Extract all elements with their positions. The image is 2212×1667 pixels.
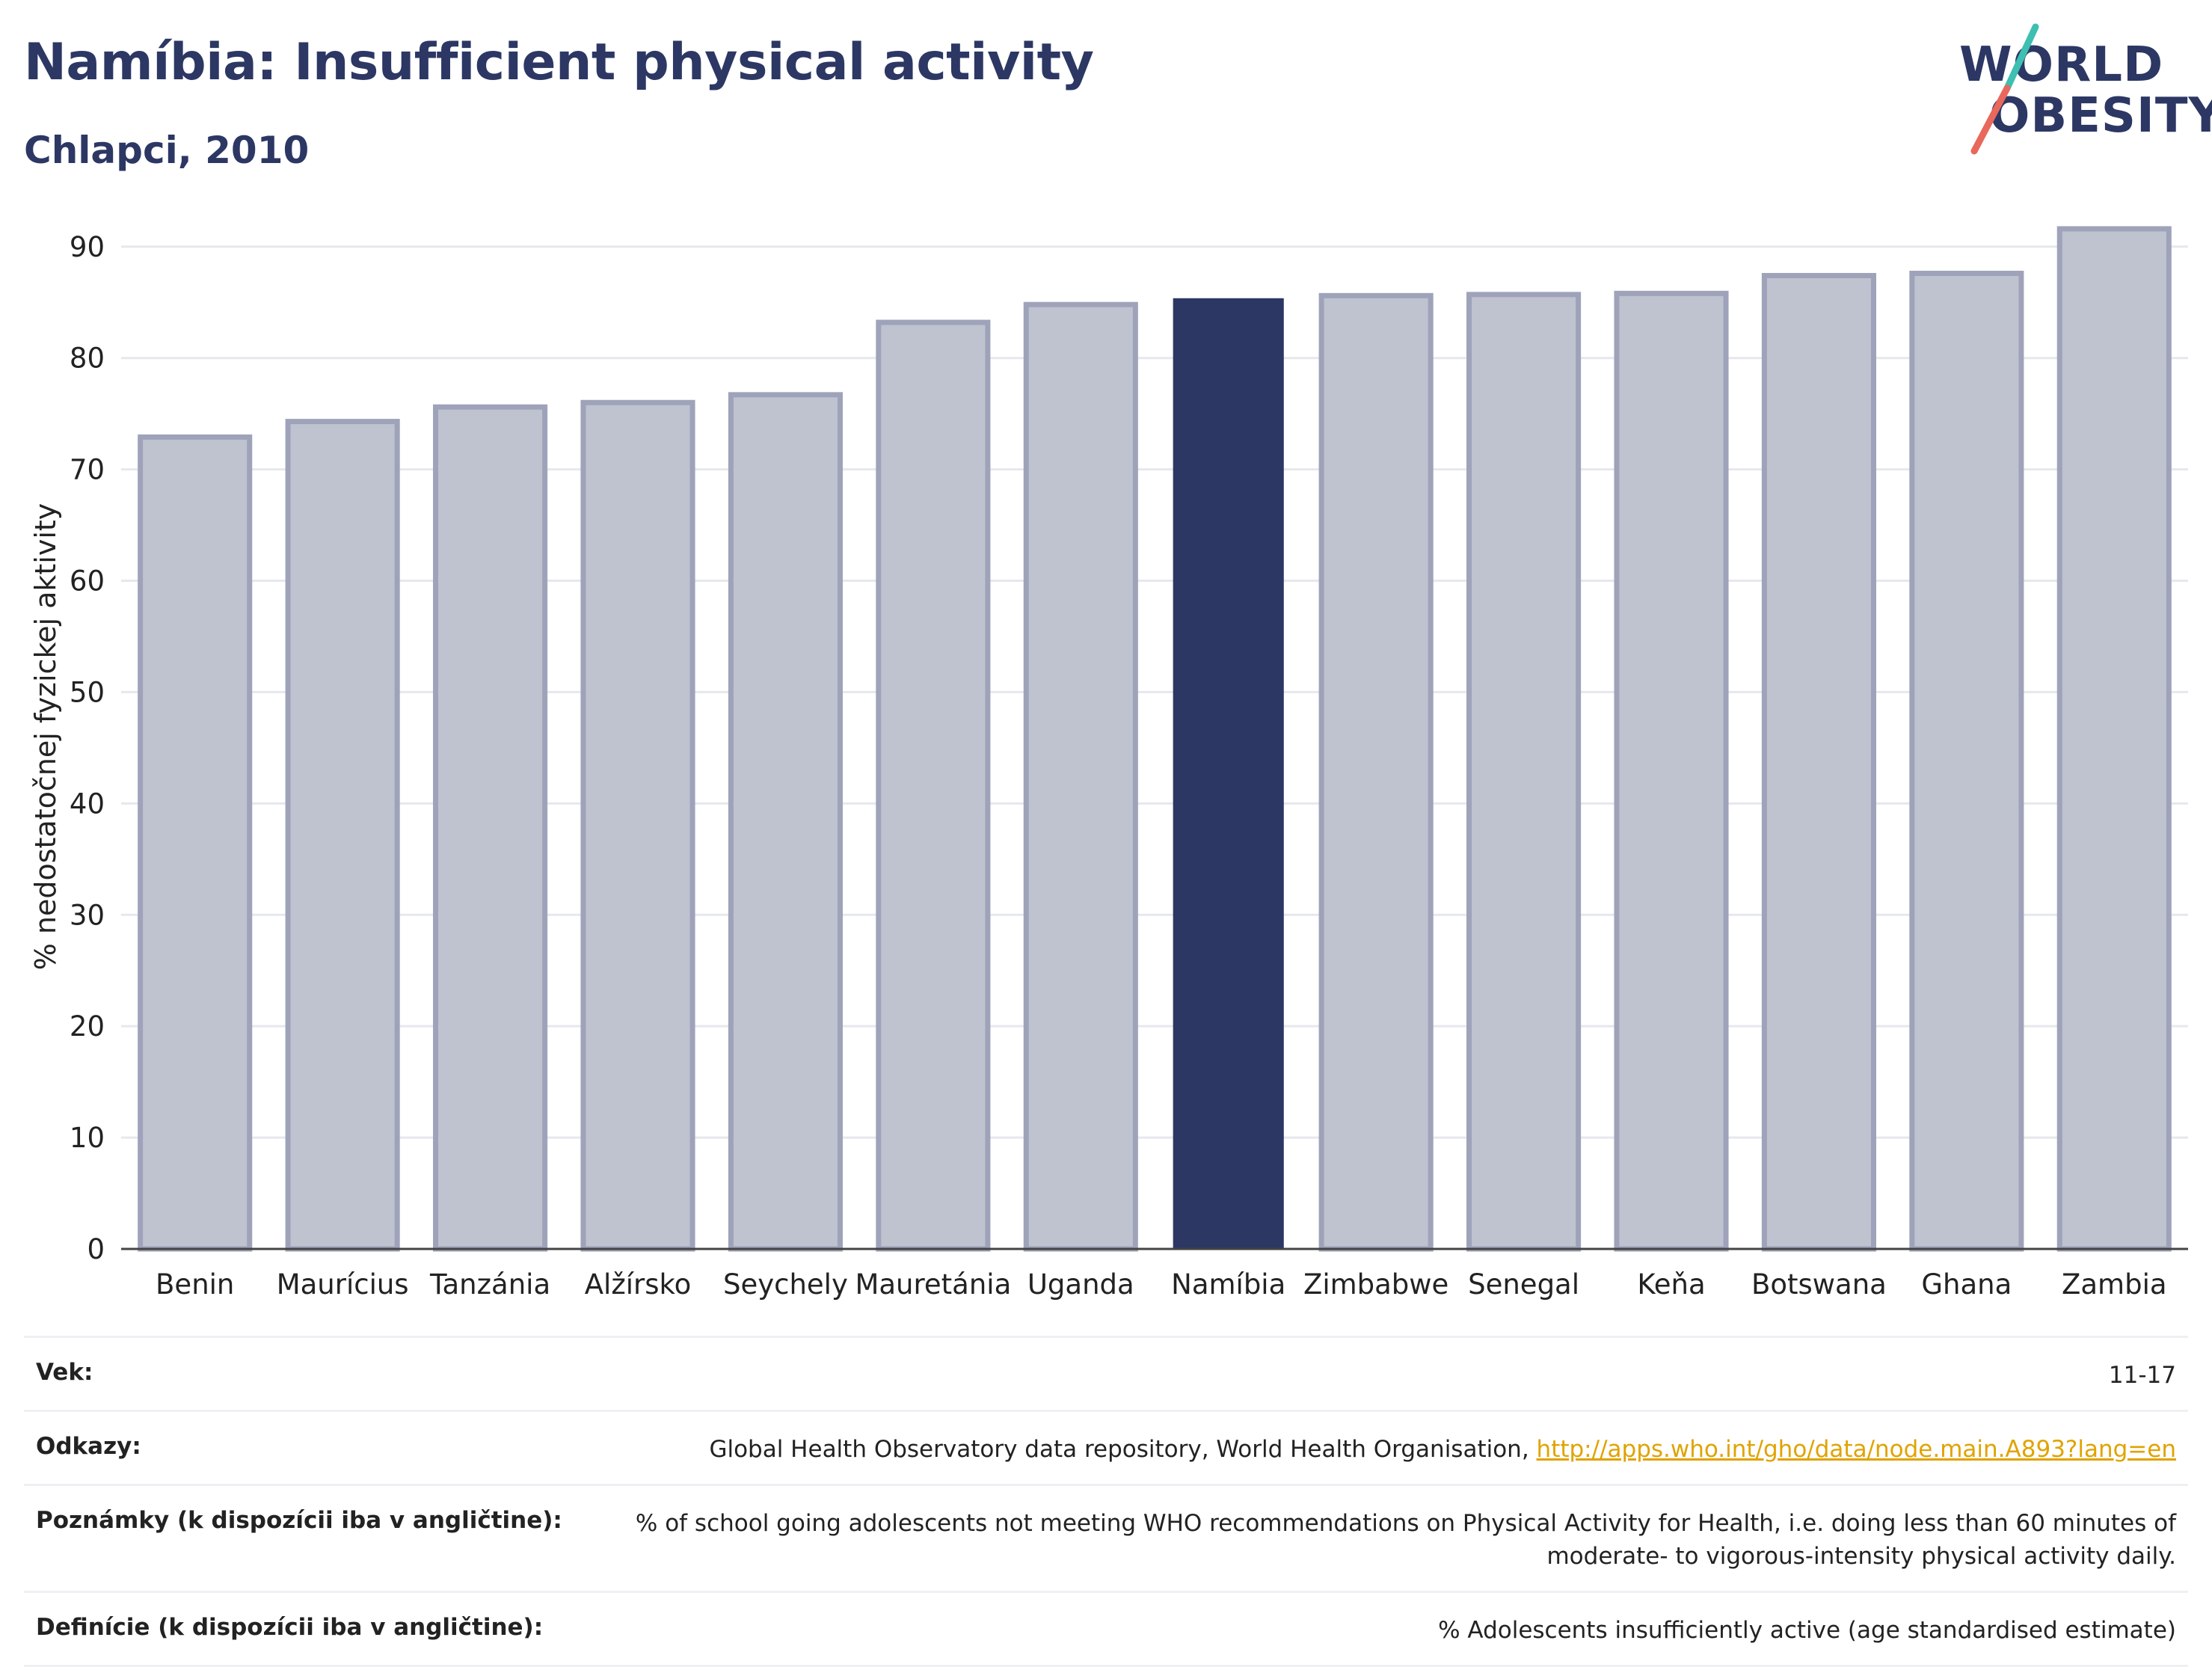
meta-row-notes: Poznámky (k dispozícii iba v angličtine)… bbox=[24, 1484, 2188, 1591]
bar-senegal bbox=[1466, 292, 1582, 1252]
bar-zimbabwe bbox=[1318, 292, 1434, 1252]
y-tick-label: 40 bbox=[70, 788, 105, 820]
meta-row-definitions: Definície (k dispozícii iba v angličtine… bbox=[24, 1591, 2188, 1667]
x-tick-label: Keňa bbox=[1637, 1268, 1705, 1301]
x-tick-label: Tanzánia bbox=[429, 1268, 550, 1301]
meta-references-link[interactable]: http://apps.who.int/gho/data/node.main.A… bbox=[1536, 1436, 2176, 1463]
y-tick-label: 10 bbox=[70, 1122, 105, 1154]
bars bbox=[138, 226, 2172, 1252]
meta-age-label: Vek: bbox=[36, 1359, 93, 1386]
x-tick-label: Namíbia bbox=[1171, 1268, 1285, 1301]
y-tick-label: 30 bbox=[70, 899, 105, 931]
bar-botswana bbox=[1761, 273, 1876, 1252]
meta-row-references: Odkazy: Global Health Observatory data r… bbox=[24, 1410, 2188, 1484]
chart-subtitle: Chlapci, 2010 bbox=[24, 129, 310, 172]
meta-references-value: Global Health Observatory data repositor… bbox=[709, 1433, 2176, 1466]
bar-seychely bbox=[728, 392, 843, 1252]
x-tick-label: Zimbabwe bbox=[1303, 1268, 1448, 1301]
y-tick-label: 20 bbox=[70, 1010, 105, 1043]
bar-zambia bbox=[2056, 226, 2172, 1252]
x-tick-label: Uganda bbox=[1027, 1268, 1134, 1301]
y-tick-label: 90 bbox=[70, 231, 105, 263]
bar-benin bbox=[138, 434, 253, 1252]
bar-uganda bbox=[1023, 301, 1138, 1252]
logo-slash-icon bbox=[1970, 23, 2039, 155]
meta-row-age: Vek: 11-17 bbox=[24, 1336, 2188, 1410]
meta-age-value: 11-17 bbox=[2108, 1362, 2176, 1389]
meta-definitions-value: % Adolescents insufficiently active (age… bbox=[1438, 1617, 2176, 1644]
x-tick-label: Botswana bbox=[1751, 1268, 1887, 1301]
x-tick-label: Ghana bbox=[1921, 1268, 2012, 1301]
logo-text-line1: WORLD bbox=[1959, 37, 2164, 93]
meta-notes-label: Poznámky (k dispozícii iba v angličtine)… bbox=[36, 1507, 562, 1534]
meta-definitions-label: Definície (k dispozícii iba v angličtine… bbox=[36, 1614, 544, 1641]
logo-text-line2: OBESITY bbox=[1989, 88, 2212, 144]
metadata-table: Vek: 11-17 Odkazy: Global Health Observa… bbox=[24, 1336, 2188, 1667]
x-tick-label: Mauretánia bbox=[855, 1268, 1011, 1301]
x-tick-label: Alžírsko bbox=[585, 1268, 692, 1301]
bar-maurícius bbox=[285, 419, 400, 1252]
y-axis-ticks: 0 10 20 30 40 50 60 70 80 90 bbox=[70, 231, 105, 1265]
y-tick-label: 70 bbox=[70, 454, 105, 486]
x-tick-label: Benin bbox=[156, 1268, 234, 1301]
world-obesity-logo: WORLD OBESITY bbox=[1944, 22, 2212, 157]
meta-notes-value: % of school going adolescents not meetin… bbox=[635, 1510, 2176, 1570]
meta-references-text: Global Health Observatory data repositor… bbox=[709, 1436, 1537, 1463]
y-tick-label: 50 bbox=[70, 676, 105, 708]
bar-chart: 0 10 20 30 40 50 60 70 80 90 Benin Maurícius Tanzán… bbox=[29, 226, 2188, 1301]
x-tick-label: Seychely bbox=[723, 1268, 848, 1301]
meta-references-label: Odkazy: bbox=[36, 1433, 141, 1460]
bar-namíbia bbox=[1173, 298, 1284, 1250]
grid-lines bbox=[121, 245, 2188, 1139]
y-tick-label: 0 bbox=[87, 1233, 105, 1265]
chart-title: Namíbia: Insufficient physical activity bbox=[24, 33, 1094, 92]
bar-alžírsko bbox=[580, 399, 695, 1252]
y-tick-label: 60 bbox=[70, 565, 105, 598]
x-tick-label: Maurícius bbox=[277, 1268, 409, 1301]
bar-keňa bbox=[1614, 290, 1729, 1252]
y-axis-label: % nedostatočnej fyzickej aktivity bbox=[29, 503, 62, 971]
x-tick-label: Senegal bbox=[1468, 1268, 1579, 1301]
x-tick-label: Zambia bbox=[2062, 1268, 2167, 1301]
y-tick-label: 80 bbox=[70, 343, 105, 375]
bar-ghana bbox=[1909, 271, 2024, 1252]
bar-mauretánia bbox=[876, 319, 991, 1252]
bar-tanzánia bbox=[433, 404, 548, 1252]
x-axis-labels: Benin Maurícius Tanzánia Alžírsko Seychely Ma… bbox=[156, 1268, 2166, 1301]
